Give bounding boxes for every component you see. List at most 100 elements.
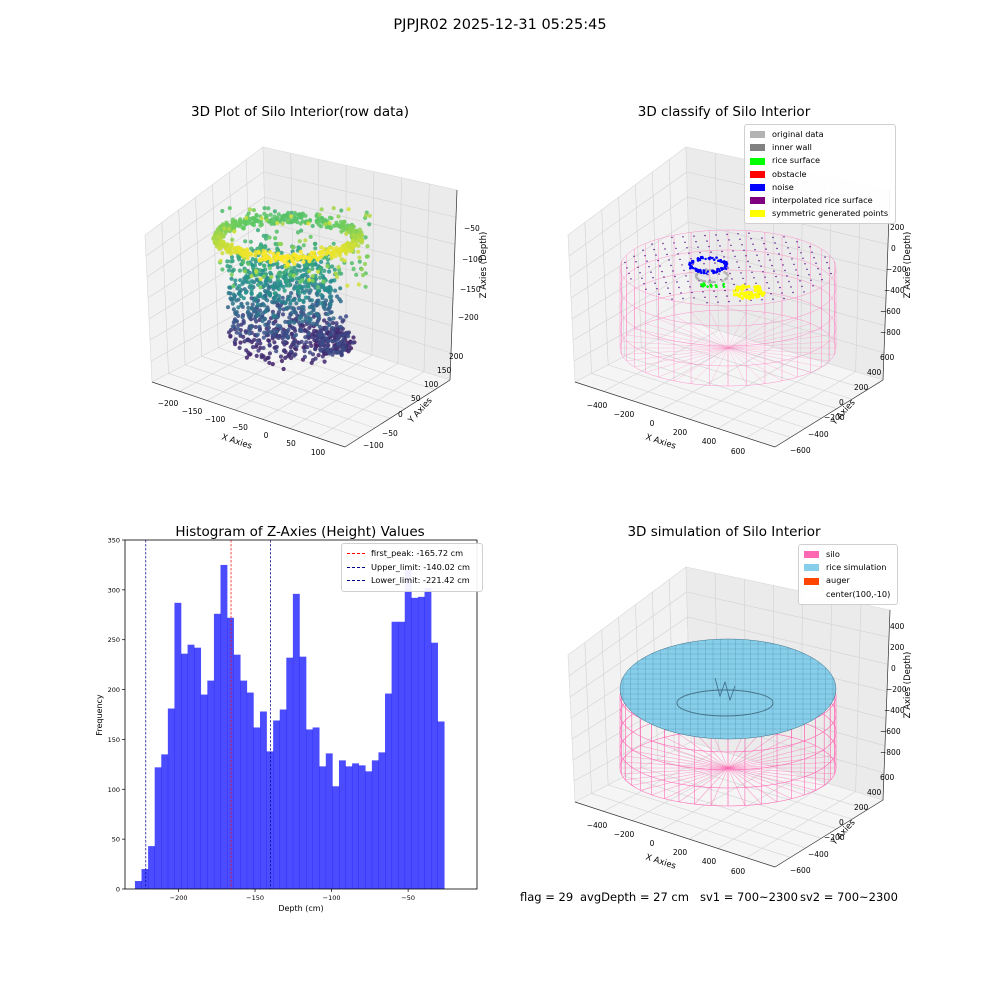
point xyxy=(356,282,361,287)
point xyxy=(302,354,307,359)
point xyxy=(288,319,293,324)
silo-floor-spoke xyxy=(634,347,729,368)
point xyxy=(220,208,225,214)
legend-label: rice surface xyxy=(772,155,821,166)
symmetric-point xyxy=(743,293,747,297)
point xyxy=(330,325,335,331)
gridline xyxy=(161,222,169,374)
point xyxy=(265,298,270,303)
silo-floor-spoke xyxy=(626,347,729,362)
point xyxy=(276,287,281,292)
point xyxy=(285,253,290,258)
gridline xyxy=(717,363,829,429)
interp-point xyxy=(761,299,763,301)
point xyxy=(267,235,272,240)
point xyxy=(255,313,260,318)
rice-surface-point xyxy=(722,282,725,286)
legend-label: symmetric generated points xyxy=(772,208,889,219)
point xyxy=(249,274,254,279)
point xyxy=(291,245,296,250)
point xyxy=(328,302,333,307)
point xyxy=(259,353,264,358)
gridline xyxy=(568,591,687,677)
histogram-bar xyxy=(240,680,248,889)
silo-floor-spoke xyxy=(631,767,729,786)
gridline xyxy=(746,791,856,858)
interp-point xyxy=(753,277,755,279)
point xyxy=(254,342,259,347)
interp-point xyxy=(804,263,806,265)
rice-surface-point xyxy=(706,285,709,288)
point xyxy=(307,269,312,274)
point xyxy=(274,349,279,354)
point xyxy=(296,285,301,290)
point xyxy=(273,291,278,296)
point xyxy=(238,331,243,336)
point xyxy=(297,291,302,296)
histogram-bar xyxy=(312,727,320,889)
point xyxy=(323,255,328,260)
point xyxy=(346,207,351,212)
point xyxy=(332,278,337,283)
silo-floor-spoke xyxy=(727,733,778,769)
point xyxy=(320,338,325,343)
gridline xyxy=(423,183,430,372)
point xyxy=(283,319,288,324)
point xyxy=(245,256,250,261)
point xyxy=(298,315,303,320)
point xyxy=(226,226,231,232)
point xyxy=(261,345,266,351)
noise-point xyxy=(698,257,701,261)
interp-point xyxy=(768,287,770,289)
point xyxy=(261,295,266,300)
point xyxy=(334,223,339,228)
interp-point xyxy=(776,247,778,250)
histogram-xtick-label: −50 xyxy=(401,894,415,902)
original-point xyxy=(724,277,728,281)
interp-point xyxy=(745,255,747,257)
interp-point xyxy=(772,298,774,300)
histogram-bar xyxy=(404,569,412,889)
gridline xyxy=(570,221,689,299)
point xyxy=(270,362,275,367)
point xyxy=(293,332,299,337)
point xyxy=(225,305,231,310)
silo-floor-spoke xyxy=(727,318,798,349)
histogram-bar xyxy=(213,613,221,889)
point xyxy=(269,274,274,279)
point xyxy=(220,251,225,256)
gridline xyxy=(584,642,592,794)
interp-point xyxy=(793,263,795,266)
plot1-ytick: −100 xyxy=(363,441,384,450)
gridline xyxy=(263,171,457,218)
interp-point xyxy=(732,250,734,252)
point xyxy=(308,288,313,293)
point xyxy=(256,249,261,254)
silo-floor-spoke xyxy=(727,347,783,382)
plot1-xtick: −100 xyxy=(205,415,226,424)
plot2-ztick: −800 xyxy=(880,328,901,337)
point xyxy=(280,312,286,317)
point xyxy=(285,262,290,267)
interp-point xyxy=(751,271,753,273)
plot2-ytick: 200 xyxy=(854,383,869,392)
plot1-ytick: 0 xyxy=(398,410,403,419)
original-point xyxy=(726,274,730,277)
noise-point xyxy=(691,259,694,263)
point xyxy=(237,345,242,350)
noise-point xyxy=(712,258,716,261)
gridline xyxy=(668,159,675,331)
figure-suptitle: PJPJR02 2025-12-31 05:25:45 xyxy=(393,17,607,33)
noise-point xyxy=(707,257,710,260)
point xyxy=(283,300,288,305)
point xyxy=(336,214,341,219)
point xyxy=(349,261,354,266)
point xyxy=(307,277,312,283)
histogram-xtick-label: −150 xyxy=(246,894,264,902)
legend-item: inner wall xyxy=(750,141,890,154)
point xyxy=(331,206,336,211)
point xyxy=(313,246,318,251)
noise-point xyxy=(692,267,695,270)
point xyxy=(333,254,338,259)
symmetric-point xyxy=(744,285,748,289)
